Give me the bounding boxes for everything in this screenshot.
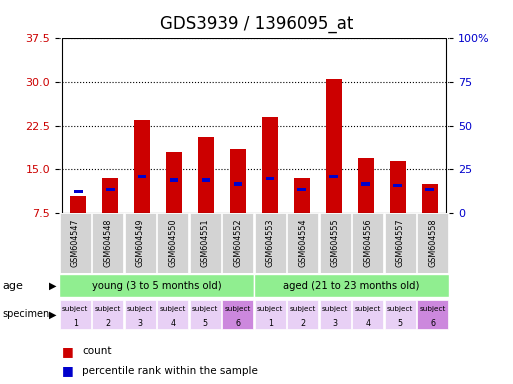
- Text: GSM604556: GSM604556: [363, 218, 372, 267]
- Bar: [294, 178, 310, 213]
- Bar: [352, 213, 383, 273]
- Text: aged (21 to 23 months old): aged (21 to 23 months old): [283, 281, 420, 291]
- Text: subject: subject: [289, 306, 316, 312]
- Text: 4: 4: [170, 319, 175, 328]
- Bar: [60, 300, 91, 329]
- Bar: [390, 161, 406, 213]
- Bar: [230, 149, 246, 213]
- Bar: [222, 300, 253, 329]
- Text: 1: 1: [268, 319, 273, 328]
- Text: subject: subject: [94, 306, 121, 312]
- Bar: [254, 300, 286, 329]
- Bar: [417, 213, 448, 273]
- Text: 2: 2: [300, 319, 305, 328]
- Text: 3: 3: [332, 319, 338, 328]
- Bar: [70, 196, 86, 213]
- Bar: [134, 120, 150, 213]
- Bar: [266, 177, 274, 180]
- Bar: [157, 300, 188, 329]
- Text: 1: 1: [73, 319, 78, 328]
- Text: subject: subject: [160, 306, 186, 312]
- Text: 2: 2: [105, 319, 110, 328]
- Bar: [125, 300, 156, 329]
- Text: 5: 5: [398, 319, 403, 328]
- Bar: [137, 175, 147, 178]
- Text: subject: subject: [354, 306, 381, 312]
- Text: GSM604551: GSM604551: [201, 218, 210, 267]
- Text: GSM604550: GSM604550: [168, 218, 177, 267]
- Text: 6: 6: [235, 319, 240, 328]
- Text: subject: subject: [420, 306, 446, 312]
- Bar: [190, 300, 221, 329]
- Text: GSM604549: GSM604549: [136, 218, 145, 267]
- Bar: [358, 158, 374, 213]
- Bar: [320, 300, 351, 329]
- Text: age: age: [3, 281, 24, 291]
- Text: GDS3939 / 1396095_at: GDS3939 / 1396095_at: [160, 15, 353, 33]
- Bar: [287, 300, 318, 329]
- Text: GSM604553: GSM604553: [266, 218, 274, 267]
- Text: GSM604548: GSM604548: [103, 219, 112, 267]
- Bar: [385, 300, 416, 329]
- Text: subject: subject: [257, 306, 283, 312]
- Bar: [287, 213, 318, 273]
- Bar: [422, 184, 438, 213]
- Bar: [254, 274, 448, 298]
- Bar: [425, 188, 434, 192]
- Text: GSM604554: GSM604554: [298, 218, 307, 267]
- Text: ▶: ▶: [49, 310, 56, 319]
- Bar: [233, 182, 242, 185]
- Bar: [102, 178, 118, 213]
- Text: specimen: specimen: [3, 310, 50, 319]
- Bar: [222, 213, 253, 273]
- Bar: [202, 178, 210, 182]
- Bar: [352, 300, 383, 329]
- Bar: [298, 188, 306, 192]
- Text: count: count: [82, 346, 112, 356]
- Text: subject: subject: [127, 306, 153, 312]
- Text: young (3 to 5 months old): young (3 to 5 months old): [92, 281, 221, 291]
- Text: GSM604547: GSM604547: [71, 218, 80, 267]
- Bar: [320, 213, 351, 273]
- Bar: [170, 178, 179, 182]
- Bar: [60, 213, 91, 273]
- Text: GSM604558: GSM604558: [428, 218, 437, 267]
- Text: GSM604557: GSM604557: [396, 218, 405, 267]
- Bar: [92, 300, 123, 329]
- Bar: [262, 117, 278, 213]
- Bar: [254, 213, 286, 273]
- Text: 5: 5: [203, 319, 208, 328]
- Text: subject: subject: [322, 306, 348, 312]
- Text: subject: subject: [225, 306, 251, 312]
- Text: ■: ■: [62, 345, 73, 358]
- Text: 6: 6: [430, 319, 435, 328]
- Text: GSM604552: GSM604552: [233, 218, 242, 267]
- Bar: [361, 182, 370, 185]
- Bar: [385, 213, 416, 273]
- Bar: [393, 184, 402, 187]
- Text: 4: 4: [365, 319, 370, 328]
- Text: subject: subject: [62, 306, 88, 312]
- Bar: [198, 137, 214, 213]
- Text: subject: subject: [192, 306, 219, 312]
- Bar: [190, 213, 221, 273]
- Bar: [329, 175, 338, 178]
- Bar: [125, 213, 156, 273]
- Bar: [92, 213, 123, 273]
- Text: GSM604555: GSM604555: [331, 218, 340, 267]
- Text: 3: 3: [137, 319, 143, 328]
- Bar: [157, 213, 188, 273]
- Bar: [417, 300, 448, 329]
- Bar: [326, 79, 342, 213]
- Text: subject: subject: [387, 306, 413, 312]
- Text: ■: ■: [62, 364, 73, 377]
- Bar: [60, 274, 253, 298]
- Text: percentile rank within the sample: percentile rank within the sample: [82, 366, 258, 376]
- Bar: [106, 188, 114, 192]
- Text: ▶: ▶: [49, 281, 56, 291]
- Bar: [166, 152, 182, 213]
- Bar: [74, 190, 83, 193]
